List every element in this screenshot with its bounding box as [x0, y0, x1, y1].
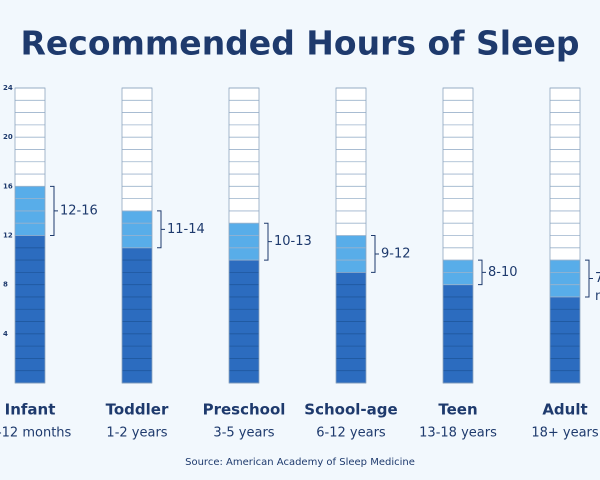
subcategory-label: 0-12 months — [0, 426, 72, 441]
source: Source: American Academy of Sleep Medici… — [185, 457, 415, 468]
annotation: m — [595, 289, 600, 304]
bracket — [585, 259, 593, 298]
low-bar — [122, 247, 152, 383]
low-bar — [336, 272, 366, 383]
tube-outline — [228, 87, 260, 384]
range-label: 8-10 — [488, 265, 518, 280]
range-label: 9-12 — [381, 246, 411, 261]
subcategory-label: 13-18 years — [419, 426, 497, 441]
range-label: 7 — [595, 271, 600, 286]
subcategory-label: 3-5 years — [213, 426, 274, 441]
range-bar — [336, 235, 366, 273]
low-bar — [550, 296, 580, 383]
y-tick-label: 4 — [3, 330, 8, 338]
category-label: Infant — [5, 401, 56, 419]
tube-outline — [121, 87, 153, 384]
category-label: Teen — [438, 401, 477, 419]
range-label: 10-13 — [274, 234, 312, 249]
tube-outline — [549, 87, 581, 384]
y-tick-label: 8 — [3, 281, 8, 289]
tube-outline — [14, 87, 46, 384]
subcategory-label: 6-12 years — [316, 426, 386, 441]
category-label: Adult — [542, 401, 587, 419]
subcategory-label: 18+ years — [531, 426, 599, 441]
range-bar — [550, 260, 580, 297]
range-label: 12-16 — [60, 203, 98, 218]
bracket — [264, 222, 272, 261]
y-tick-label: 24 — [3, 84, 13, 92]
tube-outline — [335, 87, 367, 384]
y-tick-label: 16 — [3, 182, 13, 190]
bracket — [157, 210, 165, 249]
range-bar — [122, 210, 152, 248]
category-label: School-age — [304, 401, 397, 419]
range-label: 11-14 — [167, 222, 205, 237]
range-bar — [229, 223, 259, 261]
category-label: Toddler — [106, 401, 169, 419]
tube-outline — [442, 87, 474, 384]
subcategory-label: 1-2 years — [106, 426, 167, 441]
bracket — [478, 259, 486, 286]
chart-title: Recommended Hours of Sleep — [21, 24, 580, 63]
category-label: Preschool — [203, 401, 286, 419]
y-tick-label: 12 — [3, 232, 13, 240]
bracket — [50, 185, 58, 236]
y-tick-label: 20 — [3, 133, 13, 141]
bracket — [371, 235, 379, 273]
